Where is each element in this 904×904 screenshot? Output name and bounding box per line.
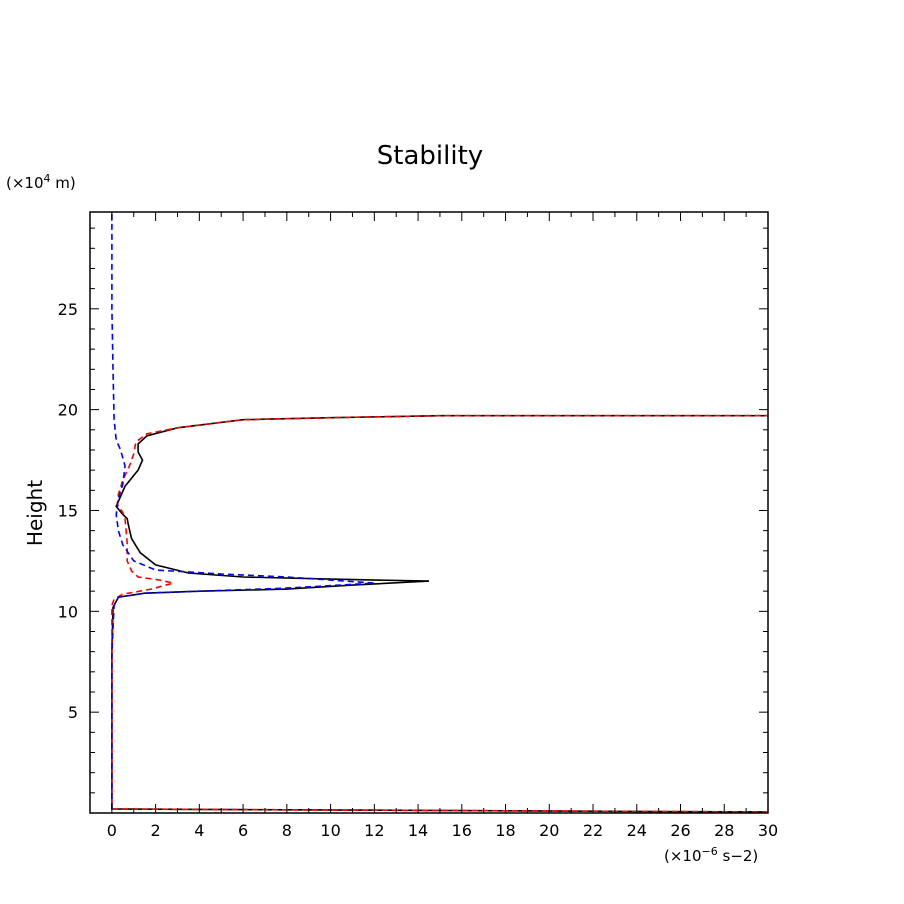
x-unit-exponent: −6	[702, 845, 718, 858]
chart-title: Stability	[377, 141, 483, 171]
x-tick-label: 24	[627, 821, 647, 840]
x-tick-label: 18	[495, 821, 515, 840]
x-tick-label: 30	[758, 821, 778, 840]
y-tick-label: 20	[58, 401, 78, 420]
x-tick-label: 20	[539, 821, 559, 840]
y-unit-suffix: m)	[51, 174, 76, 192]
y-tick-label: 15	[58, 501, 78, 520]
series-line-3	[111, 212, 375, 809]
y-unit-label: (×104 m)	[6, 172, 76, 192]
y-tick-label: 5	[68, 703, 78, 722]
y-unit-prefix: (×10	[6, 174, 44, 192]
series-line-1	[111, 414, 769, 813]
x-tick-label: 0	[107, 821, 117, 840]
x-tick-label: 22	[583, 821, 603, 840]
x-tick-label: 2	[151, 821, 161, 840]
x-tick-label: 8	[282, 821, 292, 840]
series-line-2	[111, 414, 769, 813]
x-unit-prefix: (×10	[664, 847, 702, 865]
x-tick-label: 16	[452, 821, 472, 840]
x-tick-label: 28	[714, 821, 734, 840]
x-tick-label: 26	[670, 821, 690, 840]
x-tick-label: 12	[364, 821, 384, 840]
plot-frame	[89, 211, 769, 814]
x-unit-label: (×10−6 s−2)	[664, 845, 758, 865]
x-tick-label: 14	[408, 821, 428, 840]
y-unit-exponent: 4	[44, 172, 51, 185]
series-layer	[111, 212, 769, 813]
x-tick-label: 4	[194, 821, 204, 840]
y-tick-label: 25	[58, 300, 78, 319]
x-unit-suffix: s−2)	[718, 847, 759, 865]
x-tick-label: 6	[238, 821, 248, 840]
y-tick-label: 10	[58, 602, 78, 621]
y-axis-label: Height	[23, 480, 47, 546]
x-tick-label: 10	[320, 821, 340, 840]
ticks-layer	[89, 212, 769, 813]
